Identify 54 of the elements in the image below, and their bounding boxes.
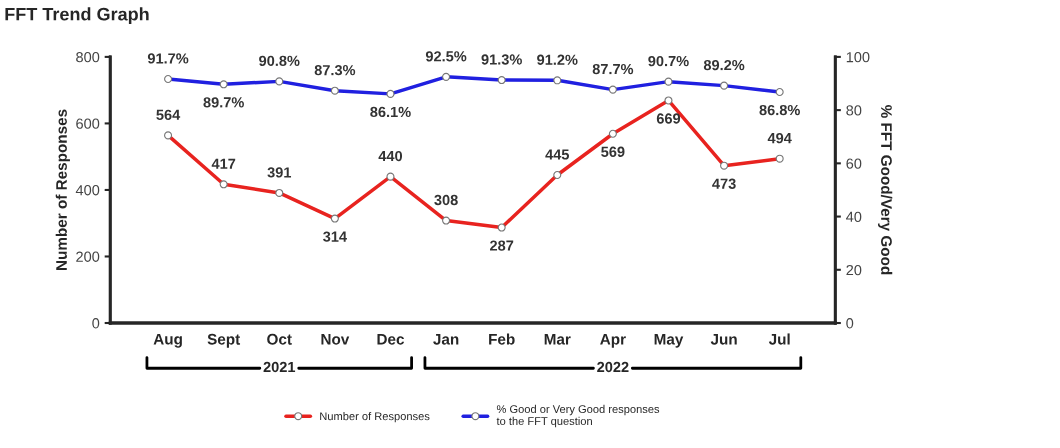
text: 2022 xyxy=(597,361,629,373)
y2-tick-label: 20 xyxy=(846,264,862,276)
data-label: 473 xyxy=(712,178,736,189)
data-label: 564 xyxy=(156,109,181,121)
x-tick-label: Feb xyxy=(489,333,515,345)
data-label: 569 xyxy=(601,146,625,157)
x-tick-label: Dec xyxy=(377,333,405,345)
y2-tick-label: 0 xyxy=(846,318,854,329)
text: 2021 xyxy=(263,361,296,373)
data-label: 287 xyxy=(490,240,514,251)
y-tick-label: 400 xyxy=(75,185,100,196)
x-tick-label: Sept xyxy=(207,333,241,348)
x-tick-label: Oct xyxy=(267,333,292,345)
data-label: 417 xyxy=(211,158,236,169)
data-label: 92.5% xyxy=(425,51,467,62)
data-label: 90.7% xyxy=(648,55,689,67)
data-label: 91.7% xyxy=(147,53,189,64)
x-tick-label: Mar xyxy=(544,333,571,345)
y2-tick-label: 100 xyxy=(846,52,870,63)
y2-tick-label: 60 xyxy=(846,158,862,169)
x-tick-label: Jan xyxy=(433,333,459,345)
data-label: 308 xyxy=(434,194,458,206)
legend-label: % Good or Very Good responses to the FFT question xyxy=(496,404,660,428)
data-label: 91.3% xyxy=(481,54,522,65)
data-label: 87.7% xyxy=(592,63,634,75)
data-label: 391 xyxy=(267,167,292,178)
data-label: 91.2% xyxy=(537,54,578,65)
y2-tick-label: 40 xyxy=(846,211,862,222)
data-label: 89.7% xyxy=(203,97,244,108)
y-axis-title: Number of Responses xyxy=(55,109,70,270)
x-tick-label: Nov xyxy=(321,333,350,345)
chart-title: FFT Trend Graph xyxy=(5,7,149,25)
y-tick-label: 0 xyxy=(92,318,100,329)
y2-axis-title: % FFT Good/Very Good xyxy=(878,105,893,275)
data-label: 314 xyxy=(323,231,347,242)
data-label: 87.3% xyxy=(314,64,356,76)
data-label: 89.2% xyxy=(703,59,745,71)
y-tick-label: 200 xyxy=(76,251,100,262)
data-label: 494 xyxy=(767,132,792,144)
x-tick-label: Aug xyxy=(153,333,182,348)
y2-tick-label: 80 xyxy=(846,105,862,116)
data-label: 669 xyxy=(656,113,681,124)
data-label: 86.8% xyxy=(759,104,800,116)
legend-label: Number of Responses xyxy=(320,412,430,423)
data-label: 86.1% xyxy=(370,106,411,118)
y-tick-label: 800 xyxy=(76,52,100,63)
x-tick-label: Jun xyxy=(710,333,737,345)
x-tick-label: May xyxy=(654,333,684,348)
data-label: 90.8% xyxy=(259,55,300,66)
y-tick-label: 600 xyxy=(76,118,100,129)
data-label: 440 xyxy=(378,150,403,162)
x-tick-label: Jul xyxy=(768,333,790,345)
data-label: 445 xyxy=(545,149,570,160)
x-tick-label: Apr xyxy=(600,333,626,348)
